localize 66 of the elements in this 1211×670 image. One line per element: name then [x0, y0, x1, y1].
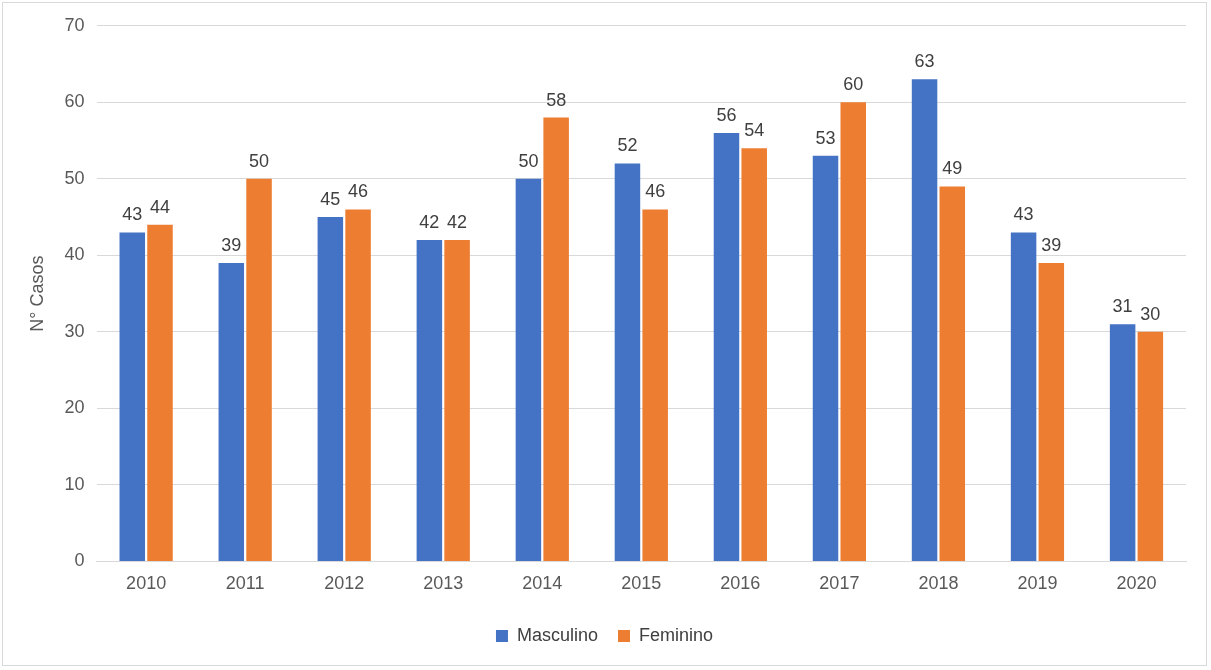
bar: [119, 232, 146, 561]
x-tick-label: 2011: [225, 573, 265, 594]
bar: [713, 132, 740, 561]
bar: [741, 148, 767, 561]
x-tick-label: 2016: [720, 573, 761, 594]
data-label: 60: [843, 74, 864, 95]
y-tick-label: 70: [64, 14, 85, 35]
x-tick-label: 2014: [522, 573, 563, 594]
bar: [543, 117, 569, 561]
bar: [840, 102, 866, 561]
x-tick-label: 2019: [1017, 573, 1058, 594]
x-tick-label: 2010: [126, 573, 167, 594]
y-tick-label: 30: [64, 320, 85, 341]
bar: [1010, 232, 1037, 561]
data-label: 39: [221, 234, 242, 255]
bar: [345, 209, 371, 561]
bar: [317, 217, 344, 561]
bar: [812, 155, 839, 561]
data-label: 54: [744, 120, 765, 141]
bar: [1038, 262, 1065, 561]
legend-label: Feminino: [639, 624, 714, 645]
y-tick-label: 40: [64, 244, 85, 265]
bar: [911, 79, 938, 561]
y-tick-label: 60: [64, 91, 85, 112]
data-label: 45: [320, 189, 341, 210]
y-tick-label: 0: [74, 550, 85, 571]
bar: [515, 178, 542, 561]
data-label: 43: [1013, 204, 1034, 225]
y-axis-title: N° Casos: [26, 255, 47, 332]
bar: [1109, 324, 1136, 561]
bar: [147, 224, 173, 561]
data-label: 50: [518, 150, 539, 171]
bar: [444, 240, 470, 561]
data-label: 50: [249, 150, 270, 171]
x-tick-label: 2015: [621, 573, 662, 594]
data-label: 63: [914, 51, 935, 72]
bar: [939, 186, 966, 561]
bar: [416, 240, 443, 561]
data-label: 43: [122, 204, 143, 225]
data-label: 30: [1140, 303, 1161, 324]
data-label: 42: [419, 212, 440, 233]
y-tick-label: 20: [64, 397, 85, 418]
data-label: 44: [149, 196, 171, 217]
x-tick-label: 2018: [918, 573, 959, 594]
x-tick-label: 2013: [423, 573, 464, 594]
x-tick-label: 2017: [819, 573, 860, 594]
bar: [1137, 331, 1164, 561]
data-label: 39: [1041, 234, 1062, 255]
y-tick-label: 10: [64, 473, 85, 494]
bar: [642, 209, 668, 561]
data-label: 52: [617, 135, 638, 156]
data-label: 53: [815, 127, 836, 148]
data-label: 49: [942, 158, 963, 179]
x-tick-label: 2012: [324, 573, 365, 594]
data-label: 58: [546, 89, 567, 110]
data-label: 46: [348, 181, 369, 202]
bar: [246, 178, 272, 561]
legend-label: Masculino: [516, 624, 599, 645]
bar: [218, 262, 245, 561]
y-tick-label: 50: [64, 167, 85, 188]
x-tick-label: 2020: [1116, 573, 1157, 594]
data-label: 42: [447, 212, 468, 233]
data-label: 56: [716, 104, 737, 125]
data-label: 46: [645, 181, 666, 202]
bar: [614, 163, 641, 561]
data-label: 31: [1112, 296, 1133, 317]
